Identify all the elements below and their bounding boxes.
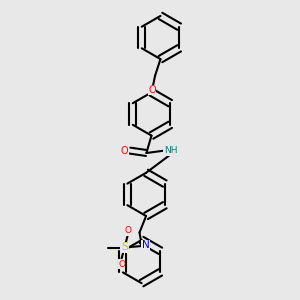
Text: NH: NH: [164, 146, 177, 155]
Text: N: N: [142, 240, 149, 250]
Text: S: S: [121, 242, 128, 253]
Text: O: O: [124, 226, 131, 235]
Text: O: O: [118, 260, 125, 269]
Text: O: O: [148, 85, 156, 95]
Text: O: O: [121, 146, 128, 156]
